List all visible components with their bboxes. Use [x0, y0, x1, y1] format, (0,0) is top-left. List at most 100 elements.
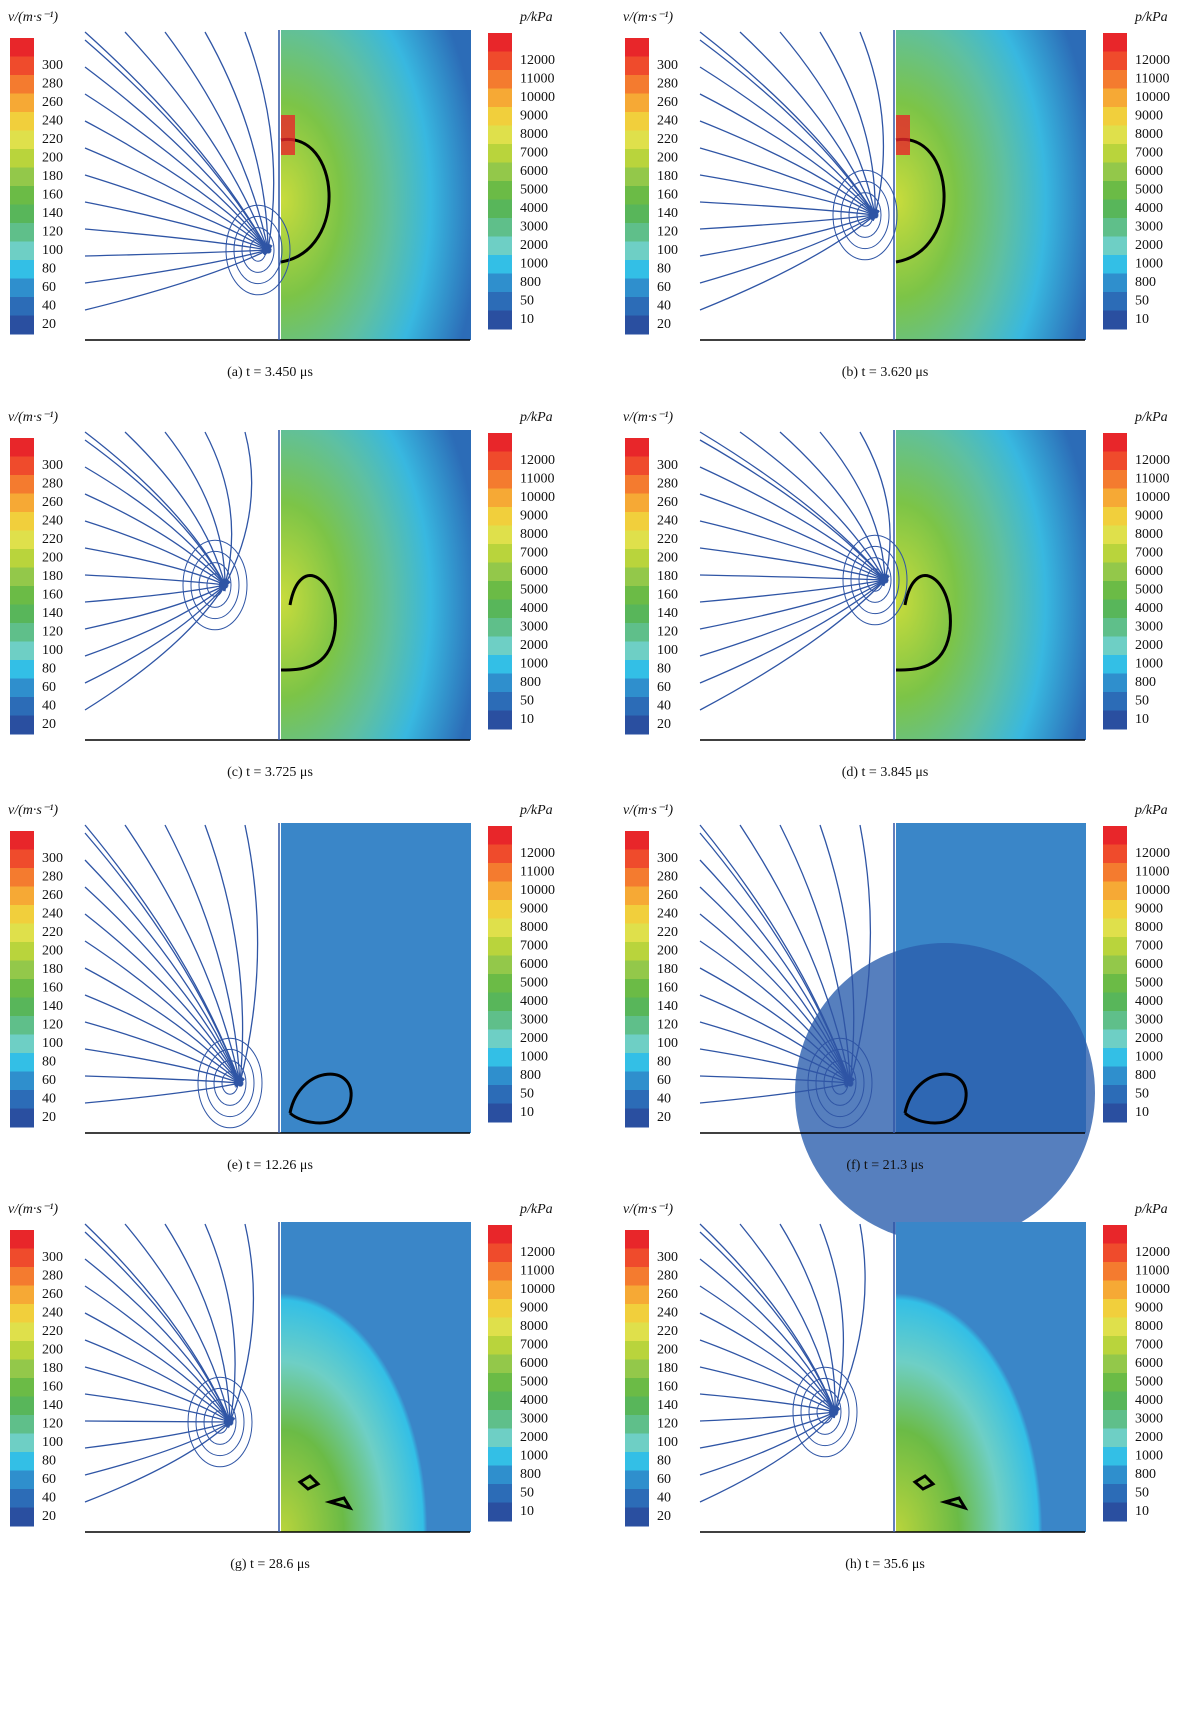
streamline — [165, 1224, 230, 1422]
colorbar-band — [488, 637, 512, 656]
colorbar-band — [10, 475, 34, 494]
colorbar-band — [488, 311, 512, 330]
colorbar-tick-label: 140 — [657, 999, 678, 1014]
colorbar-tick-label: 10000 — [520, 490, 555, 505]
streamline — [700, 580, 885, 629]
colorbar-band — [625, 531, 649, 550]
colorbar-tick-label: 1000 — [520, 256, 548, 271]
colorbar-band — [625, 1035, 649, 1054]
colorbar-tick-label: 2000 — [520, 1031, 548, 1046]
colorbar-tick-label: 100 — [657, 243, 678, 258]
colorbar-tick-label: 3000 — [520, 219, 548, 234]
streamline — [85, 825, 240, 1083]
colorbar-tick-label: 100 — [657, 1435, 678, 1450]
colorbar-band — [488, 200, 512, 219]
colorbar-tick-label: 12000 — [1135, 1245, 1170, 1260]
colorbar-tick-label: 9000 — [520, 108, 548, 123]
colorbar-tick-label: 260 — [657, 888, 678, 903]
velocity-label: v/(m·s⁻¹) — [623, 803, 673, 818]
colorbar-band — [488, 974, 512, 993]
colorbar-tick-label: 12000 — [520, 453, 555, 468]
colorbar-tick-label: 40 — [657, 1091, 671, 1106]
colorbar-band — [10, 1230, 34, 1249]
colorbar-band — [10, 716, 34, 735]
colorbar-band — [1103, 544, 1127, 563]
colorbar-band — [488, 274, 512, 293]
colorbar-band — [1103, 974, 1127, 993]
vortex-loop — [833, 170, 897, 260]
colorbar-band — [625, 316, 649, 335]
colorbar-band — [10, 279, 34, 298]
colorbar-band — [488, 711, 512, 730]
colorbar-band — [1103, 89, 1127, 108]
streamline — [780, 432, 885, 580]
velocity-label: v/(m·s⁻¹) — [8, 410, 58, 425]
colorbar-tick-label: 4000 — [1135, 201, 1163, 216]
pressure-label: p/kPa — [519, 410, 553, 425]
colorbar-tick-label: 180 — [42, 962, 63, 977]
colorbar-band — [1103, 1299, 1127, 1318]
colorbar-tick-label: 8000 — [520, 127, 548, 142]
colorbar-tick-label: 20 — [42, 1509, 56, 1524]
colorbar-band — [488, 1067, 512, 1086]
streamline — [700, 215, 875, 283]
colorbar-band — [488, 919, 512, 938]
colorbar-band — [1103, 489, 1127, 508]
colorbar-tick-label: 2000 — [1135, 1031, 1163, 1046]
colorbar-band — [10, 205, 34, 224]
colorbar-tick-label: 10 — [1135, 1504, 1149, 1519]
colorbar-tick-label: 20 — [42, 317, 56, 332]
colorbar-band — [488, 900, 512, 919]
colorbar-tick-label: 120 — [657, 1416, 678, 1431]
colorbar-band — [10, 549, 34, 568]
colorbar-tick-label: 160 — [657, 187, 678, 202]
colorbar-tick-label: 80 — [42, 661, 56, 676]
velocity-label: v/(m·s⁻¹) — [623, 410, 673, 425]
colorbar-band — [1103, 956, 1127, 975]
colorbar-band — [488, 163, 512, 182]
colorbar-band — [488, 470, 512, 489]
colorbar-band — [625, 998, 649, 1017]
colorbar-tick-label: 800 — [520, 1467, 541, 1482]
velocity-label: v/(m·s⁻¹) — [8, 10, 58, 25]
colorbar-band — [1103, 1466, 1127, 1485]
colorbar-band — [488, 526, 512, 545]
figure: v/(m·s⁻¹)p/kPa30028026024022020018016014… — [0, 0, 1192, 1711]
colorbar-tick-label: 6000 — [1135, 564, 1163, 579]
colorbar-tick-label: 40 — [657, 698, 671, 713]
pressure-field — [281, 30, 471, 340]
colorbar-band — [625, 223, 649, 242]
colorbar-tick-label: 50 — [1135, 1086, 1149, 1101]
colorbar-band — [10, 979, 34, 998]
hot-spot — [281, 115, 295, 155]
vortex-loop — [183, 540, 247, 630]
colorbar-tick-label: 11000 — [1135, 1263, 1169, 1278]
colorbar-band — [625, 905, 649, 924]
streamline — [820, 32, 875, 215]
colorbar-tick-label: 800 — [520, 675, 541, 690]
colorbar-tick-label: 240 — [42, 113, 63, 128]
colorbar-tick-label: 180 — [657, 962, 678, 977]
colorbar-band — [625, 623, 649, 642]
colorbar-band — [1103, 274, 1127, 293]
colorbar-band — [488, 1355, 512, 1374]
colorbar-tick-label: 260 — [42, 888, 63, 903]
colorbar-tick-label: 10000 — [1135, 883, 1170, 898]
colorbar-band — [1103, 237, 1127, 256]
colorbar-band — [488, 1503, 512, 1522]
vortex-loop — [793, 1367, 857, 1457]
colorbar-band — [1103, 1085, 1127, 1104]
colorbar-band — [10, 57, 34, 76]
colorbar-band — [10, 457, 34, 476]
colorbar-tick-label: 3000 — [520, 1012, 548, 1027]
colorbar-tick-label: 10000 — [520, 90, 555, 105]
colorbar-tick-label: 120 — [657, 1017, 678, 1032]
colorbar-tick-label: 5000 — [520, 182, 548, 197]
colorbar-band — [625, 1109, 649, 1128]
colorbar-tick-label: 6000 — [520, 564, 548, 579]
colorbar-band — [10, 297, 34, 316]
panel: v/(m·s⁻¹)p/kPa30028026024022020018016014… — [8, 803, 555, 1173]
colorbar-band — [625, 260, 649, 279]
colorbar-band — [1103, 993, 1127, 1012]
colorbar-band — [10, 149, 34, 168]
